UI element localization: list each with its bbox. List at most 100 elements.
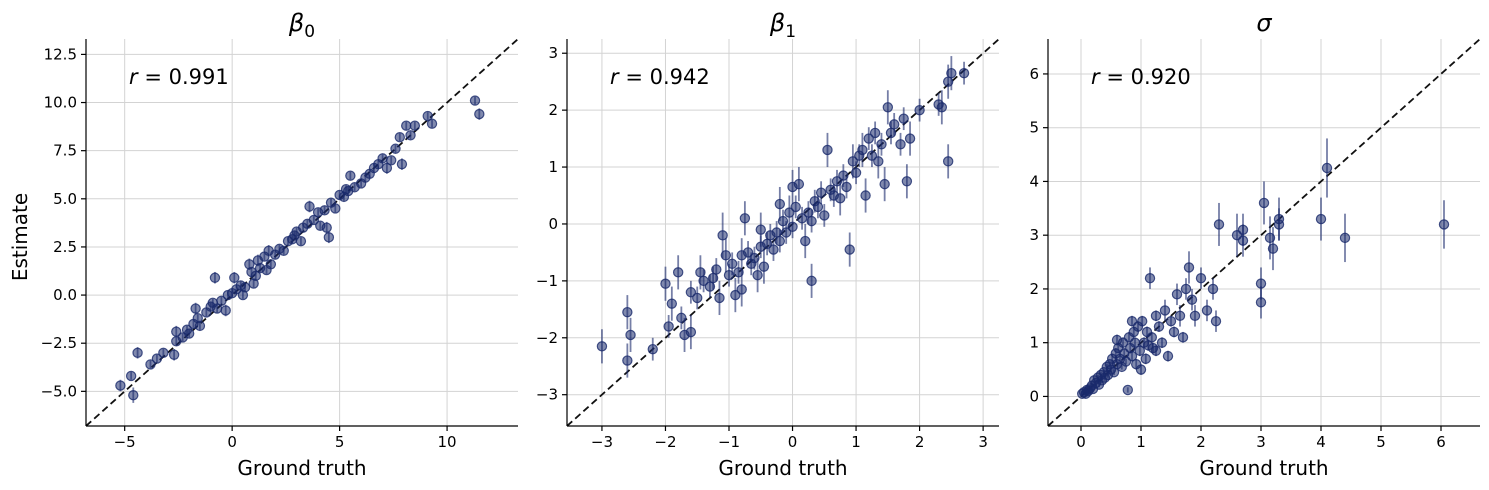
data-point — [904, 133, 916, 144]
data-point — [405, 130, 416, 141]
data-point — [1140, 353, 1152, 365]
x-tick-label: 6 — [1436, 433, 1446, 451]
y-tick-label: 7.5 — [53, 142, 77, 160]
data-point — [717, 230, 728, 241]
x-tick-label: 1 — [1136, 433, 1146, 451]
data-point — [774, 235, 786, 247]
data-point — [812, 201, 824, 213]
panel-1: −5 0 5 10 −5.0 −2.5 0.0 2.5 5.0 7.5 10.0 12.5 Ground… — [41, 9, 518, 480]
data-point — [822, 144, 833, 156]
x-tick-label: 0 — [1076, 433, 1086, 451]
panel-title-subscript: 1 — [785, 22, 796, 42]
x-tick-label: 0 — [227, 433, 237, 451]
data-point — [396, 158, 408, 170]
correlation-symbol: r — [610, 65, 620, 89]
data-point — [261, 264, 272, 276]
data-point — [1207, 283, 1219, 295]
data-point — [394, 131, 405, 143]
data-point — [304, 201, 315, 212]
data-point — [1183, 262, 1195, 273]
x-tick-label: −2 — [654, 433, 676, 451]
data-point — [1165, 315, 1177, 327]
data-point — [145, 359, 156, 370]
data-point — [895, 139, 906, 150]
data-point — [936, 102, 948, 113]
y-tick-label: −2 — [536, 329, 558, 347]
panels: −5 0 5 10−5.0−2.50.02.55.07.510.012.5Ground… — [41, 9, 1480, 480]
y-tick-label: 3 — [548, 44, 558, 62]
y-tick-label: 0 — [548, 215, 558, 233]
data-point — [711, 264, 722, 275]
data-point — [622, 306, 633, 318]
correlation-value: = 0.991 — [138, 65, 229, 89]
y-tick-label: 5.0 — [53, 190, 77, 208]
data-point — [1438, 219, 1450, 230]
correlation-symbol: r — [129, 65, 139, 89]
data-point — [834, 193, 846, 204]
data-point — [168, 349, 180, 360]
x-tick-label: −1 — [718, 433, 740, 451]
data-point — [1186, 294, 1198, 305]
data-point — [125, 370, 137, 382]
data-point — [409, 120, 421, 131]
data-point — [672, 267, 684, 278]
data-point — [1258, 197, 1270, 209]
data-point — [183, 328, 195, 339]
data-point — [860, 190, 871, 201]
data-point — [714, 292, 725, 304]
data-point — [1136, 315, 1148, 327]
data-point — [1237, 224, 1249, 236]
x-tick-label: −3 — [591, 433, 613, 451]
data-point — [850, 167, 862, 178]
x-axis-label: Ground truth — [1199, 456, 1328, 480]
data-point — [1315, 213, 1327, 225]
data-point — [819, 210, 830, 221]
data-point — [692, 292, 703, 304]
data-point — [660, 278, 671, 289]
data-point — [250, 270, 261, 282]
data-point — [1122, 384, 1134, 396]
y-tick-label: 1 — [1029, 334, 1039, 352]
x-axis-label: Ground truth — [718, 456, 847, 480]
data-point — [426, 118, 438, 129]
data-point — [784, 207, 795, 218]
grid — [86, 39, 518, 426]
data-point — [863, 133, 874, 144]
data-point — [1174, 310, 1186, 322]
y-tick-label: 10.0 — [44, 94, 77, 112]
x-tick-label: 3 — [1256, 433, 1266, 451]
data-point — [869, 127, 881, 139]
data-point — [1255, 278, 1267, 289]
data-point — [340, 183, 352, 195]
data-point — [1153, 321, 1165, 332]
correlation-symbol: r — [1091, 65, 1101, 89]
panel-title-symbol: σ — [1256, 9, 1272, 37]
x-tick-label: 1 — [851, 433, 861, 451]
panel-title-symbol: β — [288, 9, 304, 37]
data-point — [685, 326, 697, 338]
panel-title-subscript: 0 — [304, 22, 315, 42]
data-point — [229, 272, 240, 283]
data-point — [774, 198, 786, 210]
panel-title: β0 — [288, 9, 315, 42]
panel-title-symbol: β — [769, 9, 785, 37]
data-point — [879, 178, 890, 190]
data-point — [381, 162, 393, 174]
data-point — [390, 143, 401, 154]
y-tick-label: 0 — [1029, 387, 1039, 405]
data-point — [1213, 219, 1225, 230]
data-point — [596, 341, 608, 352]
data-points — [1076, 138, 1450, 399]
data-point — [209, 272, 221, 283]
data-point — [815, 187, 827, 198]
data-point — [278, 245, 289, 256]
data-point — [914, 104, 925, 116]
data-point — [1180, 283, 1192, 295]
data-points — [596, 56, 970, 378]
data-point — [841, 181, 852, 193]
data-point — [698, 275, 709, 287]
data-point — [685, 287, 697, 298]
data-point — [115, 380, 126, 391]
data-point — [942, 156, 954, 167]
data-point — [1150, 310, 1162, 322]
